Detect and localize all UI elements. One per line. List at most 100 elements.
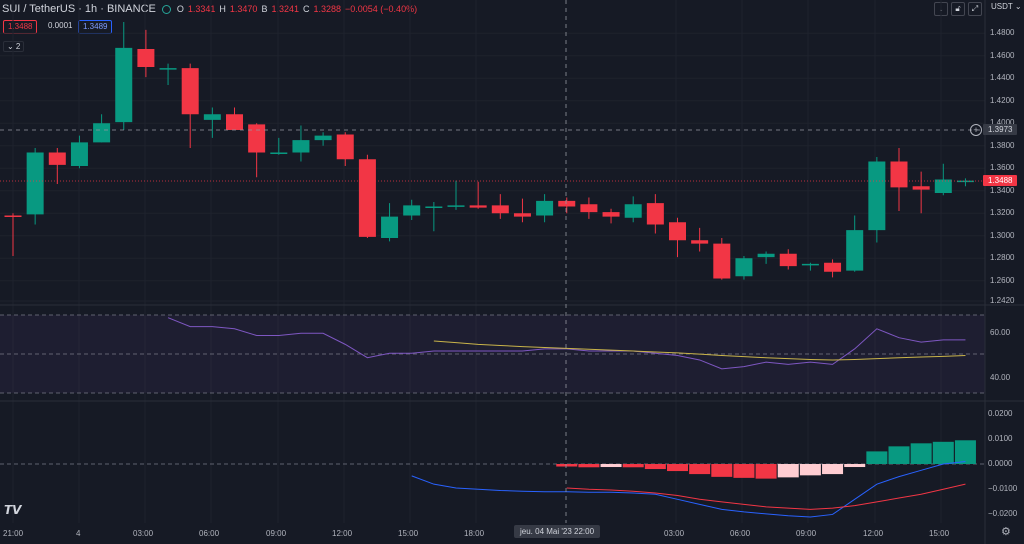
indicators-toggle[interactable]: ⌄ 2 — [3, 41, 25, 52]
currency-selector[interactable]: USDT ⌄ — [991, 2, 1022, 11]
price-axis-label: 1.4200 — [990, 95, 1015, 105]
price-axis-label: 1.3800 — [990, 140, 1015, 150]
candle-body — [868, 161, 886, 231]
price-axis-label: 1.3000 — [990, 230, 1015, 240]
signal-line — [566, 483, 966, 510]
grid — [0, 0, 985, 523]
gear-icon[interactable]: ⚙ — [1001, 526, 1011, 538]
rsi-axis-label: 60.00 — [990, 328, 1011, 338]
macd-hist-bar — [755, 464, 777, 479]
macd-hist-bar — [644, 464, 666, 470]
macd-hist-bar — [910, 443, 932, 464]
price-axis-label: 1.4000 — [990, 118, 1015, 128]
currency-label: USDT — [991, 2, 1013, 11]
candle-body — [469, 205, 487, 208]
change-value: −0.0054 (−0.40%) — [345, 4, 418, 14]
macd-hist-bar — [733, 464, 755, 478]
macd-hist-bar — [954, 440, 976, 464]
close-label: C — [302, 4, 310, 14]
candle-body — [425, 206, 443, 208]
high-value: 1.3470 — [229, 4, 258, 14]
rsi-axis-label: 40.00 — [990, 372, 1011, 382]
macd-axis-label: −0.0100 — [988, 484, 1018, 494]
close-value: 1.3288 — [313, 4, 342, 14]
macd-axis-label: −0.0200 — [988, 509, 1018, 519]
candle-body — [226, 114, 243, 130]
plus-icon[interactable]: + — [970, 124, 982, 136]
price-axis-label: 1.4600 — [990, 50, 1015, 60]
time-axis-label: 06:00 — [199, 529, 220, 538]
candles — [4, 22, 974, 280]
time-axis-label: 06:00 — [730, 529, 751, 538]
candle-body — [447, 205, 465, 207]
candle-body — [248, 124, 266, 153]
price-axis-label: 1.2600 — [990, 275, 1015, 285]
time-axis-label: 03:00 — [133, 529, 154, 538]
macd-hist-bar — [777, 464, 799, 478]
price-axis-label: 1.3400 — [990, 185, 1015, 195]
ohlc-legend: O 1.3341 H 1.3470 B 1.3241 C 1.3288 −0.0054 … — [177, 4, 417, 14]
macd-hist-bar — [622, 464, 644, 468]
candle-body — [26, 152, 44, 215]
candle-body — [646, 203, 664, 225]
candle-body — [735, 258, 753, 277]
candle-body — [536, 200, 554, 216]
candle-body — [491, 205, 509, 214]
open-value: 1.3341 — [187, 4, 216, 14]
candle-body — [956, 180, 974, 183]
crosshair-time-label: jeu. 04 Mai '23 22:00 — [514, 525, 601, 538]
macd-hist-bar — [932, 441, 954, 464]
macd-hist-bar — [844, 464, 866, 468]
macd-hist-bar — [888, 446, 910, 464]
macd-hist-bar — [578, 464, 600, 468]
candle-body — [713, 243, 731, 279]
time-axis-label: 09:00 — [266, 529, 287, 538]
rsi-ma-line — [433, 340, 966, 361]
crosshair-price-label: 1.3973 — [983, 124, 1018, 135]
candle-body — [934, 179, 952, 193]
price-axis-label: 1.4400 — [990, 73, 1015, 83]
candle-body — [314, 135, 332, 141]
macd-hist-bar — [667, 464, 688, 472]
candle-body — [403, 205, 421, 216]
time-axis-label: 09:00 — [796, 529, 817, 538]
candle-body — [4, 215, 22, 217]
candle-body — [890, 161, 908, 188]
candle-body — [602, 212, 620, 217]
candle-body — [93, 123, 111, 143]
candle-body — [513, 213, 531, 217]
chevron-down-icon: ⌄ — [1014, 2, 1022, 11]
candle-body — [779, 253, 797, 267]
candle-body — [801, 263, 819, 266]
candle-body — [757, 253, 775, 258]
lock-icon[interactable]: 🔓︎ — [951, 2, 965, 16]
macd-hist-bar — [711, 464, 733, 477]
candle-body — [70, 142, 88, 166]
price-axis-label: 1.2420 — [990, 296, 1015, 305]
time-axis-label: 4 — [76, 529, 81, 538]
candle-body — [115, 47, 133, 123]
candle-body — [381, 216, 399, 238]
low-value: 1.3241 — [271, 4, 299, 14]
time-axis-label: 03:00 — [664, 529, 685, 538]
tradingview-logo[interactable]: 𝙏𝙑 — [4, 503, 22, 517]
macd-hist-bar — [556, 464, 578, 467]
last-price-label: 1.3488 — [983, 175, 1018, 186]
candle-body — [846, 230, 864, 271]
price-axis-label: 1.4800 — [990, 28, 1015, 38]
macd-axis-label: 0.0200 — [988, 408, 1013, 418]
expand-icon[interactable]: ⤢ — [968, 2, 982, 16]
macd-hist-bar — [799, 464, 821, 476]
spread-value: 0.0001 — [48, 21, 73, 30]
candle-body — [159, 68, 177, 70]
macd-hist-bar — [822, 464, 844, 475]
candle-body — [624, 204, 642, 218]
macd-histogram — [556, 440, 976, 479]
price-axis-label: 1.3600 — [990, 163, 1015, 173]
time-axis-label: 18:00 — [464, 529, 485, 538]
candle-body — [691, 240, 709, 244]
macd-axis-label: 0.0000 — [988, 459, 1013, 468]
candle-body — [203, 114, 221, 120]
candle-body — [912, 186, 930, 190]
